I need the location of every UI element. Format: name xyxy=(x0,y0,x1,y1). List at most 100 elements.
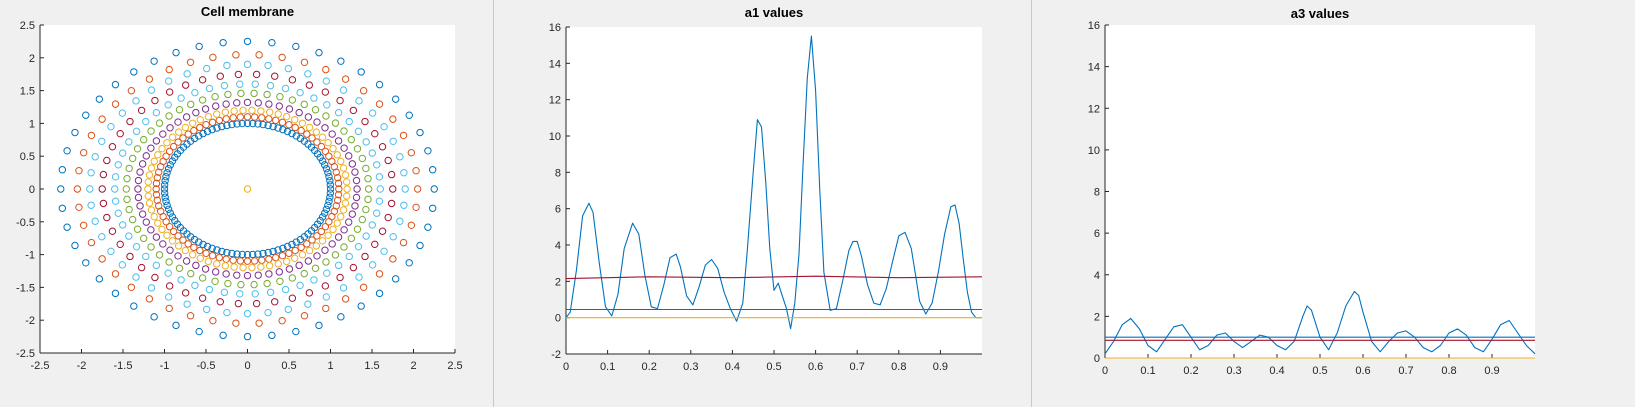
scatter-point xyxy=(332,202,340,210)
scatter-point xyxy=(371,240,379,249)
scatter-point xyxy=(251,290,259,298)
scatter-point xyxy=(329,225,337,234)
scatter-point xyxy=(181,81,190,89)
scatter-point xyxy=(203,127,212,136)
scatter-point xyxy=(353,185,361,193)
scatter-point xyxy=(228,249,236,258)
scatter-point xyxy=(368,221,376,229)
y-tick-label: -1 xyxy=(25,250,35,262)
scatter-point xyxy=(123,174,131,183)
scatter-point xyxy=(203,242,212,251)
scatter-point xyxy=(202,249,210,257)
plot-area xyxy=(1105,25,1535,358)
scatter-point xyxy=(98,137,106,146)
scatter-point xyxy=(375,197,384,205)
scatter-point xyxy=(211,93,219,101)
chart-title: Cell membrane xyxy=(201,4,294,19)
scatter-point xyxy=(168,213,177,221)
scatter-point xyxy=(147,226,155,234)
scatter-point xyxy=(341,295,350,303)
scatter-point xyxy=(416,128,424,137)
scatter-point xyxy=(265,108,274,116)
scatter-point xyxy=(196,246,204,255)
scatter-point xyxy=(165,147,174,155)
scatter-point xyxy=(305,246,314,255)
scatter-point xyxy=(108,143,117,151)
scatter-point xyxy=(321,147,330,155)
scatter-point xyxy=(202,121,210,129)
scatter-point xyxy=(323,101,331,109)
scatter-point xyxy=(304,113,313,121)
scatter-point xyxy=(320,161,329,169)
scatter-point xyxy=(201,265,210,273)
plot-area xyxy=(566,27,982,354)
x-tick-label: 0.6 xyxy=(808,361,823,373)
scatter-point xyxy=(215,116,223,125)
scatter-point xyxy=(243,271,252,280)
scatter-point xyxy=(333,219,341,227)
scatter-point xyxy=(320,209,329,217)
scatter-point xyxy=(219,331,227,340)
scatter-point xyxy=(152,179,161,188)
x-tick-label: 0.6 xyxy=(1355,365,1370,377)
scatter-point xyxy=(63,223,71,231)
scatter-point xyxy=(313,138,321,146)
x-tick-label: 0.9 xyxy=(933,361,948,373)
scatter-point xyxy=(236,290,244,298)
scatter-point xyxy=(329,144,337,153)
scatter-point xyxy=(99,199,108,208)
scatter-point xyxy=(111,197,120,205)
scatter-point xyxy=(282,257,291,266)
scatter-point xyxy=(349,263,358,272)
scatter-point xyxy=(145,199,154,207)
scatter-point xyxy=(275,102,284,110)
scatter-point xyxy=(266,288,275,297)
scatter-point xyxy=(162,173,170,181)
scatter-point xyxy=(152,261,161,270)
scatter-point xyxy=(152,137,161,145)
x-tick-label: 0.7 xyxy=(1398,365,1413,377)
scatter-point xyxy=(243,309,252,318)
scatter-point xyxy=(337,313,345,321)
scatter-point xyxy=(321,223,330,231)
scatter-point xyxy=(130,68,138,76)
scatter-point xyxy=(172,321,180,330)
scatter-point xyxy=(183,70,191,78)
scatter-point xyxy=(205,84,214,93)
scatter-point xyxy=(165,304,173,313)
y-tick-label: 0 xyxy=(1094,353,1100,365)
scatter-point xyxy=(358,215,367,224)
scatter-point xyxy=(211,102,220,110)
scatter-point xyxy=(114,161,122,169)
scatter-point xyxy=(282,112,291,121)
scatter-point xyxy=(275,268,284,276)
scatter-point xyxy=(281,84,290,93)
scatter-point xyxy=(125,232,133,240)
scatter-point xyxy=(428,166,437,174)
scatter-point xyxy=(232,51,240,59)
y-tick-label: 2 xyxy=(555,276,561,288)
scatter-point xyxy=(195,238,203,246)
scatter-point xyxy=(254,250,262,258)
scatter-point xyxy=(252,70,261,79)
scatter-point xyxy=(147,243,155,251)
scatter-point xyxy=(164,205,173,213)
scatter-point xyxy=(211,268,220,276)
scatter-point xyxy=(118,109,127,117)
scatter-point xyxy=(336,96,344,105)
scatter-point xyxy=(153,196,162,204)
scatter-point xyxy=(288,96,297,104)
scatter-point xyxy=(278,118,287,127)
x-tick-label: -2 xyxy=(77,360,87,372)
scatter-point xyxy=(334,108,343,117)
scatter-point xyxy=(98,115,106,123)
scatter-point xyxy=(175,264,184,272)
scatter-point xyxy=(328,130,336,138)
scatter-point xyxy=(345,117,353,126)
scatter-point xyxy=(195,132,203,140)
scatter-point xyxy=(134,193,143,202)
scatter-point xyxy=(340,243,348,251)
scatter-point xyxy=(87,131,96,140)
scatter-point xyxy=(276,93,284,101)
scatter-point xyxy=(326,177,334,185)
